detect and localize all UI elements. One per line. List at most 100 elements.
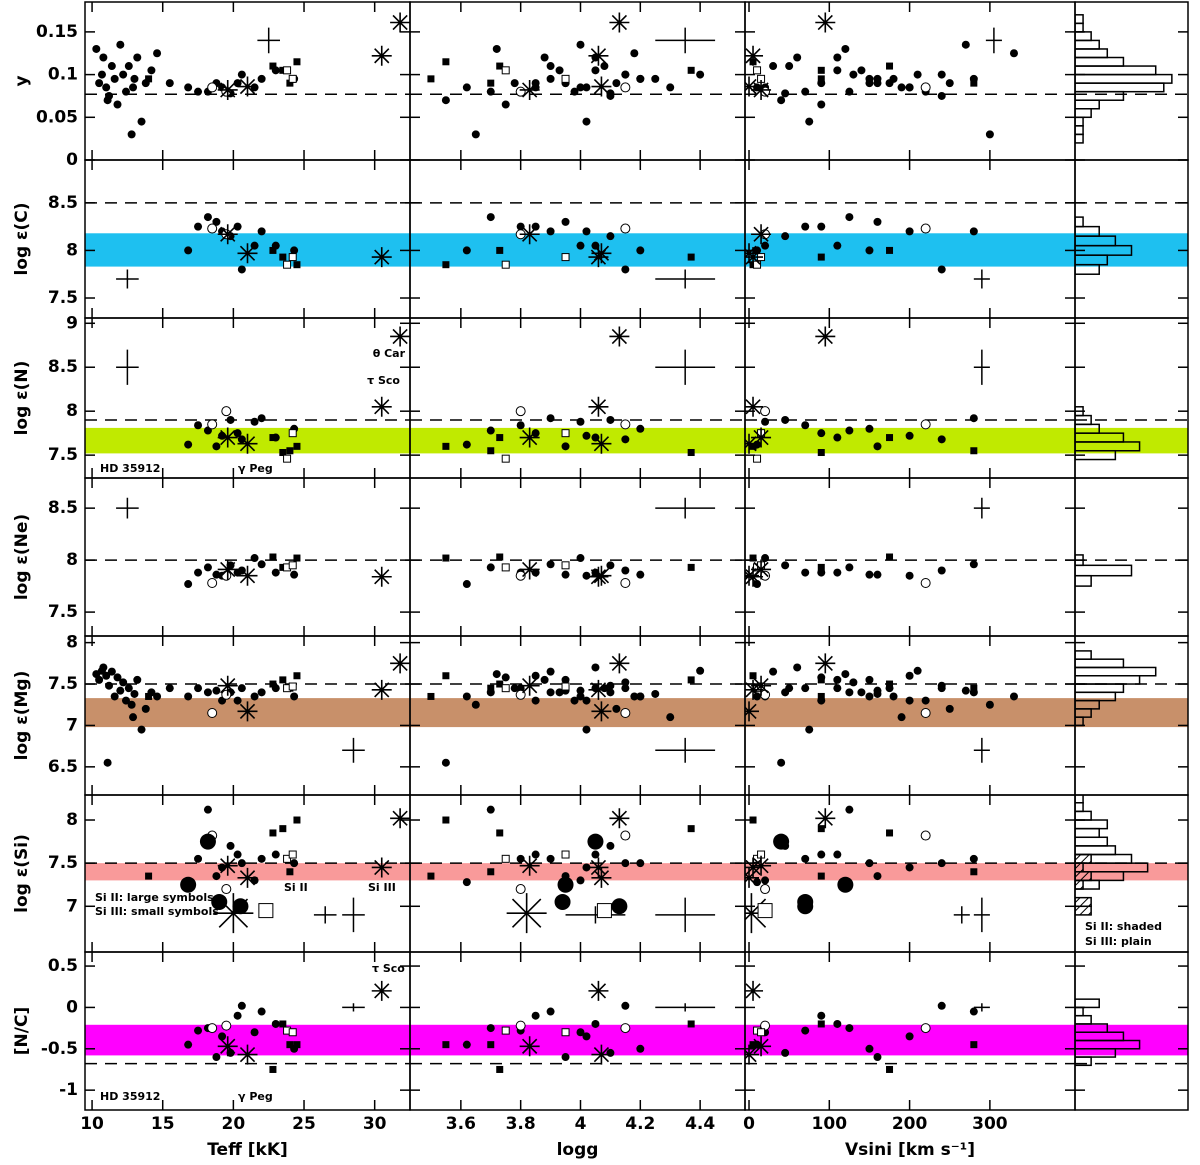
point (486, 87, 495, 96)
point (501, 454, 510, 463)
point (257, 74, 266, 83)
error-bar (565, 906, 626, 924)
point (546, 74, 555, 83)
histogram-bin (1075, 650, 1092, 660)
point (920, 1023, 931, 1034)
panel-frame (409, 317, 746, 479)
point (462, 440, 471, 449)
point (753, 66, 762, 75)
point (237, 265, 246, 274)
point (501, 673, 510, 682)
point (153, 49, 162, 58)
point (970, 1041, 978, 1049)
point (237, 76, 258, 97)
x-tick-label: 30 (363, 1114, 387, 1134)
point (970, 79, 978, 87)
point (606, 232, 615, 241)
panel (745, 202, 1075, 289)
point (865, 246, 874, 255)
point (492, 44, 501, 53)
point (636, 424, 645, 433)
point (696, 666, 705, 675)
point (937, 566, 946, 575)
point (749, 1041, 757, 1049)
point (773, 833, 790, 850)
point (519, 79, 540, 100)
point (576, 692, 585, 701)
band (745, 233, 1075, 267)
point (801, 684, 810, 693)
point (116, 686, 125, 695)
x-tick-label: 15 (151, 1114, 175, 1134)
point (760, 1020, 771, 1031)
point (841, 670, 850, 679)
point (760, 884, 771, 895)
point (833, 241, 842, 250)
annotation: τ Sco (372, 962, 405, 975)
y-tick-label: 6.5 (48, 757, 78, 777)
point (371, 980, 392, 1001)
point (237, 867, 258, 888)
point (833, 1019, 842, 1028)
point (636, 246, 645, 255)
point (745, 1044, 760, 1065)
point (636, 859, 645, 868)
point (817, 692, 825, 700)
point (194, 854, 203, 863)
histogram-bin (1075, 683, 1125, 694)
histogram-bin (1075, 658, 1125, 669)
point (777, 758, 786, 767)
histogram-bin (1075, 116, 1084, 127)
point (745, 980, 764, 1001)
point (588, 980, 609, 1001)
x-tick-label: 4.4 (685, 1114, 715, 1134)
point (781, 688, 790, 697)
point (212, 872, 221, 881)
point (283, 260, 292, 269)
point (442, 672, 450, 680)
point (233, 79, 242, 88)
point (591, 241, 600, 250)
point (817, 100, 826, 109)
point (570, 87, 579, 96)
point (582, 696, 591, 705)
point (442, 261, 450, 269)
point (751, 559, 772, 580)
histogram-bin (1075, 82, 1165, 93)
point (510, 684, 519, 693)
point (576, 686, 585, 695)
point (561, 217, 570, 226)
point (257, 560, 266, 569)
point (279, 676, 287, 684)
point (288, 561, 297, 570)
point (486, 805, 495, 814)
point (279, 563, 287, 571)
panel-frame (84, 317, 411, 479)
point (561, 850, 570, 859)
point (501, 684, 510, 693)
point (199, 833, 216, 850)
point (596, 903, 612, 919)
point (531, 222, 540, 231)
annotation: HD 35912 (100, 1090, 160, 1103)
histogram-bin (1075, 802, 1084, 813)
point (286, 1041, 294, 1049)
annotation: Si II (284, 881, 308, 894)
point (905, 227, 914, 236)
point (885, 79, 894, 88)
annotation: τ Sco (367, 374, 400, 387)
y-tick-label: 7 (66, 896, 78, 916)
point (620, 708, 631, 719)
point (487, 447, 495, 455)
error-bar (342, 897, 365, 933)
point (582, 83, 591, 92)
panel (85, 12, 410, 139)
point (531, 696, 540, 705)
point (194, 684, 203, 693)
point (561, 253, 570, 262)
point (985, 700, 994, 709)
point (920, 419, 931, 430)
point (591, 76, 612, 97)
point (271, 850, 280, 859)
point (390, 808, 410, 829)
